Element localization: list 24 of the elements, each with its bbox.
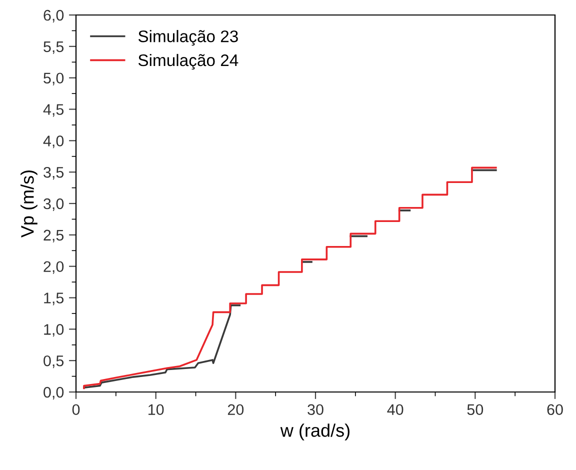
x-tick-label: 50	[467, 404, 484, 416]
y-axis-title: Vp (m/s)	[20, 170, 38, 238]
x-tick-label: 40	[387, 404, 404, 416]
legend-label: Simulação 24	[138, 54, 238, 70]
y-tick-label: 1,0	[44, 324, 64, 337]
y-tick-label: 2,5	[44, 230, 64, 242]
x-tick-label: 60	[547, 404, 563, 416]
legend-label: Simulação 23	[138, 30, 238, 46]
x-tick-label: 30	[308, 404, 324, 416]
x-tick-label: 20	[228, 404, 244, 416]
y-tick-label: 1,5	[44, 292, 64, 306]
y-tick-label: 6,0	[44, 10, 64, 22]
y-tick-label: 0,0	[44, 386, 64, 400]
y-tick-label: 3,0	[44, 198, 64, 211]
x-tick-label: 0	[72, 404, 80, 416]
y-tick-label: 5,0	[44, 72, 64, 86]
x-tick-label: 10	[148, 404, 164, 416]
y-tick-label: 3,5	[44, 166, 64, 180]
y-tick-label: 5,5	[44, 41, 64, 54]
y-tick-label: 0,5	[44, 355, 64, 368]
y-tick-label: 4,0	[43, 136, 64, 148]
y-tick-label: 4,5	[43, 104, 64, 117]
x-axis-title: w (rad/s)	[280, 424, 350, 440]
y-tick-label: 2,0	[44, 261, 64, 274]
